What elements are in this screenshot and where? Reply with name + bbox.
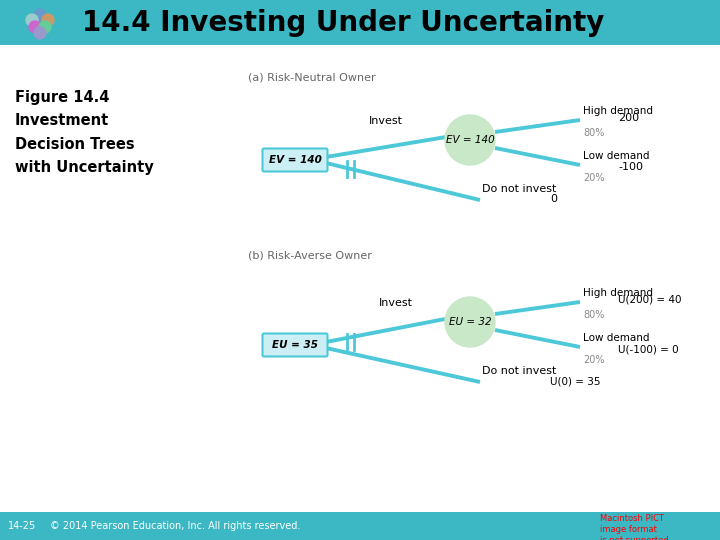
Text: 0: 0 — [550, 194, 557, 204]
Text: Figure 14.4
Investment
Decision Trees
with Uncertainty: Figure 14.4 Investment Decision Trees wi… — [15, 90, 154, 175]
Circle shape — [34, 9, 46, 21]
Circle shape — [26, 14, 38, 26]
Text: Low demand: Low demand — [583, 151, 649, 161]
Circle shape — [34, 27, 46, 39]
Text: (a) Risk-Neutral Owner: (a) Risk-Neutral Owner — [248, 72, 376, 82]
Text: Do not invest: Do not invest — [482, 366, 557, 376]
Circle shape — [445, 297, 495, 347]
Text: -100: -100 — [618, 162, 643, 172]
Circle shape — [42, 14, 54, 26]
Text: U(200) = 40: U(200) = 40 — [618, 295, 682, 305]
Text: 80%: 80% — [583, 128, 604, 138]
Circle shape — [29, 21, 41, 33]
Text: (b) Risk-Averse Owner: (b) Risk-Averse Owner — [248, 250, 372, 260]
Circle shape — [445, 115, 495, 165]
Text: © 2014 Pearson Education, Inc. All rights reserved.: © 2014 Pearson Education, Inc. All right… — [50, 521, 300, 531]
FancyBboxPatch shape — [0, 512, 720, 540]
Text: 14.4 Investing Under Uncertainty: 14.4 Investing Under Uncertainty — [82, 9, 604, 37]
Text: High demand: High demand — [583, 106, 653, 116]
Text: 80%: 80% — [583, 310, 604, 320]
Text: Invest: Invest — [369, 116, 403, 126]
Text: EU = 35: EU = 35 — [272, 340, 318, 350]
Text: 14-25: 14-25 — [8, 521, 36, 531]
Text: Invest: Invest — [379, 298, 413, 308]
Text: EU = 32: EU = 32 — [449, 317, 491, 327]
FancyBboxPatch shape — [263, 148, 328, 172]
Text: 200: 200 — [618, 113, 639, 123]
Text: U(-100) = 0: U(-100) = 0 — [618, 344, 679, 354]
Text: U(0) = 35: U(0) = 35 — [550, 376, 600, 386]
Text: High demand: High demand — [583, 288, 653, 298]
Text: EV = 140: EV = 140 — [446, 135, 495, 145]
Text: Do not invest: Do not invest — [482, 184, 557, 194]
FancyBboxPatch shape — [263, 334, 328, 356]
Text: EV = 140: EV = 140 — [269, 155, 321, 165]
Text: Macintosh PICT
image format
is not supported: Macintosh PICT image format is not suppo… — [600, 514, 669, 540]
Text: 20%: 20% — [583, 173, 605, 183]
Circle shape — [39, 21, 51, 33]
Text: Low demand: Low demand — [583, 333, 649, 343]
Text: 20%: 20% — [583, 355, 605, 365]
FancyBboxPatch shape — [0, 0, 720, 45]
